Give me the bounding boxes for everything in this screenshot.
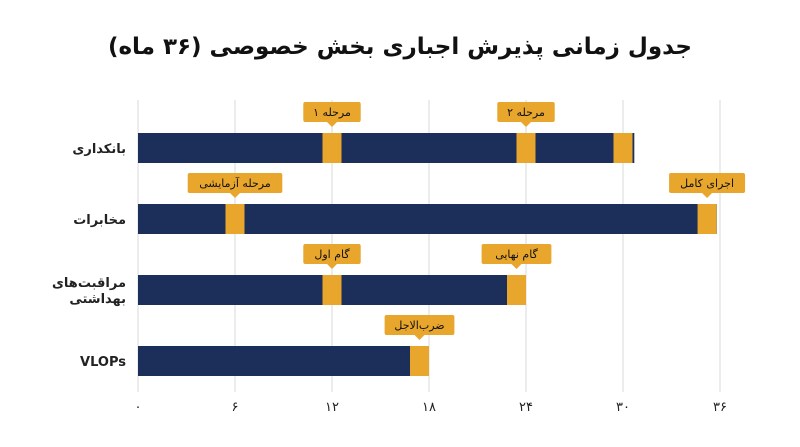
callout-pointer-2-0 [327,264,337,269]
callout-label-1-1: اجرای کامل [680,177,734,190]
category-label-3: VLOPs [80,355,126,370]
callout-box-3-0 [384,315,455,335]
milestone-2-1 [507,275,526,305]
callout-label-0-0: مرحله ۱ [313,106,351,119]
callout-box-2-1 [481,244,552,264]
x-tick-label-3: ۱۸ [422,400,436,415]
milestone-0-2 [613,133,633,163]
category-label-0: بانکداری [72,142,126,157]
callout-label-3-0: ضرب‌الاجل [394,319,444,332]
callout-label-2-0: گام اول [314,248,350,261]
callout-pointer-1-1 [702,193,713,198]
category-label-line: بهداشتی [69,292,126,307]
milestone-0-1 [516,133,536,163]
x-tick-label-1: ۶ [232,400,239,415]
category-label-line: مراقبت‌های [52,276,126,291]
milestone-1-0 [225,204,245,234]
callout-box-1-1 [669,173,746,193]
category-label-line: VLOPs [80,355,126,370]
bar-0 [138,133,635,163]
x-tick-label-4: ۲۴ [519,400,533,415]
bar-1 [138,204,717,234]
callout-box-0-1 [497,102,555,122]
callout-pointer-1-0 [230,193,240,198]
x-tick-label-2: ۱۲ [325,400,339,415]
callout-pointer-0-0 [327,122,337,127]
bar-3 [138,346,429,376]
milestone-3-0 [410,346,429,376]
chart-title: جدول زمانی پذیرش اجباری بخش خصوصی (۳۶ ما… [107,34,693,60]
callout-label-2-1: گام نهایی [495,248,538,261]
milestone-2-0 [322,275,342,305]
milestone-0-0 [322,133,342,163]
milestone-1-1 [697,204,717,234]
category-label-line: مخابرات [73,213,126,228]
callout-label-0-1: مرحله ۲ [507,106,545,119]
x-tick-label-5: ۳۰ [616,400,630,415]
callout-pointer-0-1 [521,122,531,127]
x-tick-label-0: ۰ [135,400,142,415]
x-tick-label-6: ۳۶ [713,400,727,415]
callout-pointer-3-0 [414,335,425,340]
callout-box-0-0 [303,102,361,122]
category-label-2: مراقبت‌های بهداشتی [52,276,126,307]
category-label-line: بانکداری [72,142,126,157]
callout-label-1-0: مرحله آزمایشی [199,176,271,190]
category-label-1: مخابرات [73,213,126,228]
callout-box-2-0 [303,244,361,264]
callout-pointer-2-1 [511,264,522,269]
callout-box-1-0 [187,173,283,193]
